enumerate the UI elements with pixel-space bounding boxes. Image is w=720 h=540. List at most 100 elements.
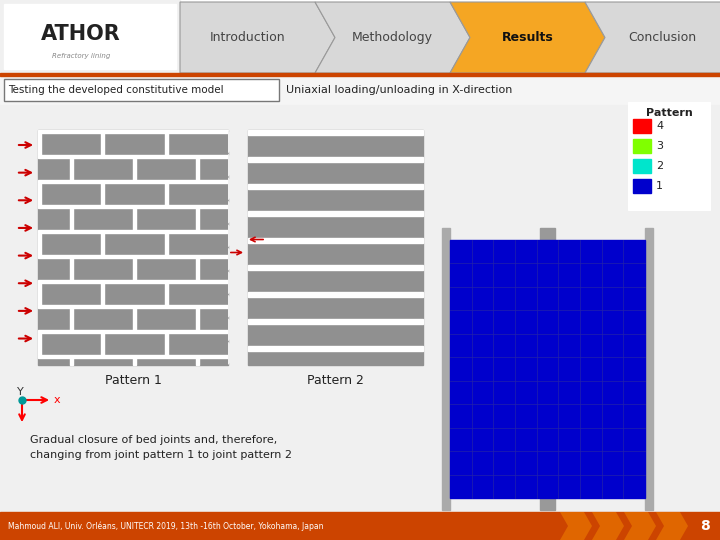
Bar (70, 358, 73, 365)
Bar (197, 158, 199, 180)
Text: Refractory lining: Refractory lining (52, 53, 110, 59)
Polygon shape (228, 200, 238, 224)
Polygon shape (228, 224, 238, 247)
Bar (248, 184, 423, 189)
Bar (248, 319, 423, 324)
Bar (102, 183, 104, 205)
Bar (38, 130, 228, 133)
Bar (38, 280, 228, 283)
Bar (248, 292, 423, 297)
Bar (540, 228, 555, 240)
Bar (197, 258, 199, 280)
Bar (38, 130, 228, 365)
Bar (38, 333, 41, 355)
Bar (38, 330, 228, 333)
Text: Pattern 1: Pattern 1 (104, 375, 161, 388)
Bar (645, 228, 653, 510)
Polygon shape (592, 512, 624, 540)
Bar (38, 233, 41, 255)
Text: x: x (54, 395, 60, 405)
Bar (197, 208, 199, 230)
Text: Testing the developed constitutive model: Testing the developed constitutive model (8, 85, 224, 95)
Bar (70, 158, 73, 180)
Bar (38, 230, 228, 233)
Bar (628, 102, 710, 210)
Bar (165, 333, 168, 355)
Bar (165, 133, 168, 155)
Bar (248, 130, 423, 135)
Text: Pattern 2: Pattern 2 (307, 375, 364, 388)
Bar (4, 4, 176, 69)
Bar (0, 0, 720, 75)
Text: 8: 8 (701, 519, 710, 533)
Polygon shape (656, 512, 688, 540)
Text: Methodology: Methodology (352, 31, 433, 44)
Bar (442, 228, 450, 510)
Bar (633, 159, 651, 173)
Bar (633, 179, 651, 193)
Bar (133, 158, 136, 180)
Polygon shape (228, 177, 238, 200)
Bar (133, 308, 136, 330)
Text: 1: 1 (656, 181, 663, 191)
Bar (38, 355, 228, 358)
Bar (38, 155, 228, 158)
Bar (38, 183, 41, 205)
Bar (102, 283, 104, 305)
Bar (197, 308, 199, 330)
Text: Introduction: Introduction (210, 31, 285, 44)
Bar (38, 180, 228, 183)
Bar (0, 73, 720, 76)
Bar (165, 233, 168, 255)
Text: Conclusion: Conclusion (629, 31, 696, 44)
Polygon shape (228, 153, 238, 177)
Text: 3: 3 (656, 141, 663, 151)
Bar (70, 258, 73, 280)
Bar (133, 358, 136, 365)
Bar (133, 208, 136, 230)
Polygon shape (228, 341, 238, 365)
Bar (165, 283, 168, 305)
Bar (0, 76, 720, 104)
Bar (102, 233, 104, 255)
Bar (633, 139, 651, 153)
Text: Pattern: Pattern (646, 108, 693, 118)
Polygon shape (450, 2, 605, 73)
Polygon shape (315, 2, 470, 73)
Polygon shape (560, 512, 592, 540)
FancyBboxPatch shape (4, 79, 279, 101)
Text: Mahmoud ALI, Univ. Orléans, UNITECR 2019, 13th -16th October, Yokohama, Japan: Mahmoud ALI, Univ. Orléans, UNITECR 2019… (8, 521, 323, 531)
Polygon shape (228, 271, 238, 294)
Bar (197, 358, 199, 365)
Bar (102, 333, 104, 355)
Bar (248, 346, 423, 351)
Bar (38, 133, 41, 155)
Bar (248, 238, 423, 243)
Bar (0, 105, 720, 512)
Polygon shape (228, 294, 238, 318)
Text: Uniaxial loading/unloading in X-direction: Uniaxial loading/unloading in X-directio… (286, 85, 513, 95)
Bar (248, 265, 423, 270)
Bar (0, 512, 720, 540)
Bar (248, 157, 423, 162)
Bar (38, 283, 41, 305)
Bar (133, 258, 136, 280)
Text: Y: Y (17, 387, 24, 397)
Text: Gradual closure of bed joints and, therefore,
changing from joint pattern 1 to j: Gradual closure of bed joints and, there… (30, 435, 292, 460)
Bar (0, 0, 180, 73)
Polygon shape (180, 2, 335, 73)
Text: ATHOR: ATHOR (41, 24, 121, 44)
Polygon shape (624, 512, 656, 540)
Text: 4: 4 (656, 121, 663, 131)
Bar (38, 255, 228, 258)
Bar (450, 240, 645, 498)
Text: 2: 2 (656, 161, 663, 171)
Bar (633, 119, 651, 133)
Bar (540, 498, 555, 510)
Polygon shape (228, 247, 238, 271)
Bar (102, 133, 104, 155)
Bar (248, 211, 423, 216)
Text: Results: Results (502, 31, 554, 44)
Bar (70, 208, 73, 230)
Bar (38, 205, 228, 208)
